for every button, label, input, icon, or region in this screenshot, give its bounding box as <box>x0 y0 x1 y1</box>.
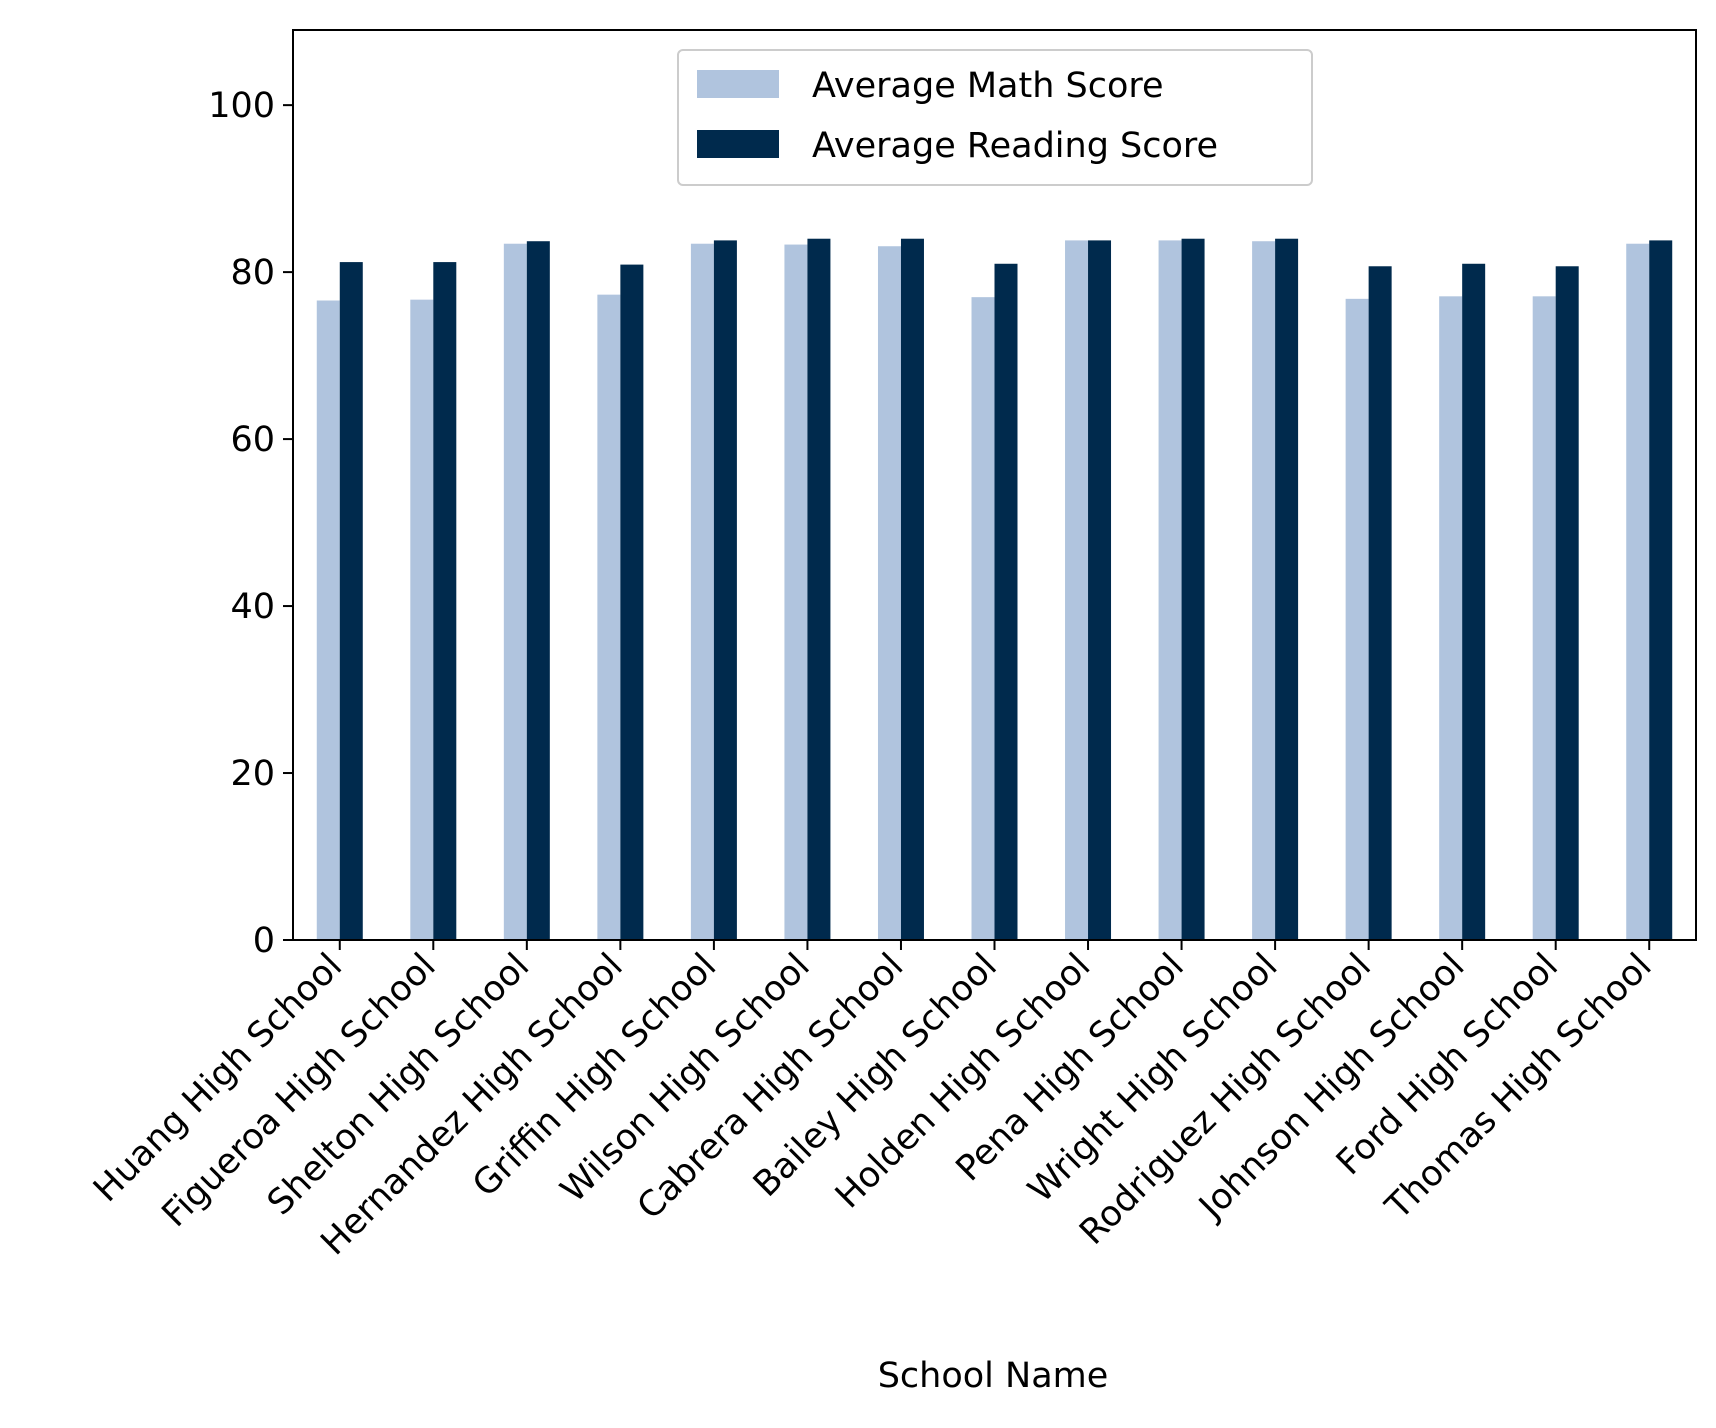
y-tick-label: 20 <box>230 754 275 794</box>
bar-math-13 <box>1439 296 1463 940</box>
bar-math-9 <box>1065 240 1089 940</box>
bar-reading-6 <box>807 238 831 941</box>
legend: Average Math Score Average Reading Score <box>677 49 1313 186</box>
bar-reading-7 <box>900 238 924 941</box>
bar-reading-9 <box>1088 240 1112 940</box>
bar-math-1 <box>316 300 340 940</box>
bar-reading-4 <box>620 264 644 941</box>
y-tick-label: 40 <box>230 587 275 627</box>
bar-math-3 <box>503 243 527 941</box>
legend-swatch-reading <box>697 130 779 158</box>
bar-reading-15 <box>1649 240 1673 940</box>
bar-reading-14 <box>1555 266 1579 940</box>
bar-reading-8 <box>994 263 1018 940</box>
bar-math-5 <box>690 243 714 941</box>
legend-box <box>677 49 1313 186</box>
bar-math-12 <box>1345 298 1369 941</box>
bar-math-10 <box>1158 240 1182 940</box>
bar-reading-1 <box>339 262 363 941</box>
y-tick-label: 60 <box>230 420 275 460</box>
x-axis-label: School Name <box>878 1356 1109 1396</box>
bar-math-6 <box>784 244 808 940</box>
y-tick-label: 0 <box>253 921 275 961</box>
bar-math-11 <box>1252 241 1276 941</box>
bar-math-7 <box>877 246 901 941</box>
bar-reading-2 <box>433 262 457 941</box>
y-tick-label: 100 <box>208 86 275 126</box>
bar-reading-12 <box>1368 266 1392 940</box>
bar-math-2 <box>410 299 434 940</box>
bar-reading-10 <box>1181 238 1205 941</box>
bar-math-15 <box>1626 243 1650 941</box>
bar-reading-5 <box>713 240 737 940</box>
bars-layer <box>316 238 1673 941</box>
bar-reading-3 <box>526 241 550 941</box>
legend-swatch-math <box>697 70 779 98</box>
bar-reading-13 <box>1462 263 1486 940</box>
legend-label-math: Average Math Score <box>812 66 1164 106</box>
bar-math-14 <box>1532 296 1556 940</box>
legend-label-reading: Average Reading Score <box>812 126 1218 166</box>
bar-math-4 <box>597 294 621 940</box>
bar-reading-11 <box>1275 238 1299 941</box>
bar-math-8 <box>971 297 995 940</box>
y-tick-label: 80 <box>230 253 275 293</box>
